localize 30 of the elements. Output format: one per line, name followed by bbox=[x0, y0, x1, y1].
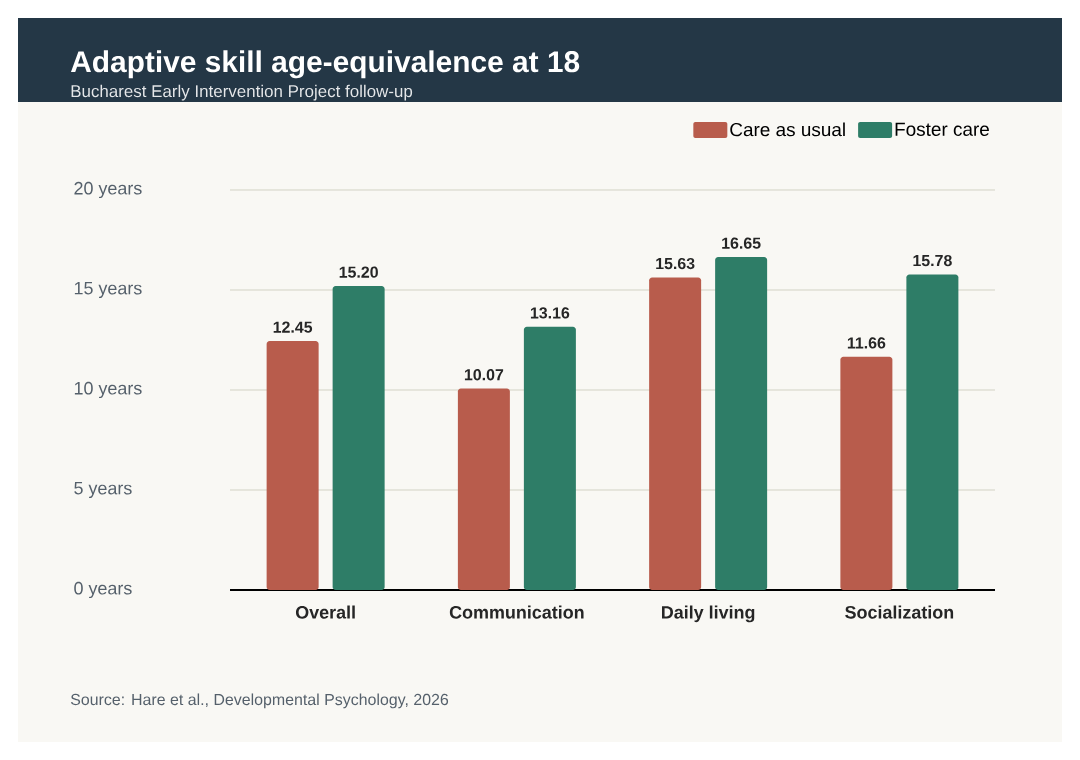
data-label: 10.07 bbox=[464, 369, 504, 381]
y-tick-label: 15 years bbox=[74, 281, 142, 299]
source-note: Source: Hare et al., Developmental Psychology, 2026 bbox=[70, 693, 449, 709]
bar bbox=[715, 256, 768, 590]
y-tick-label: 10 years bbox=[74, 381, 142, 399]
bar bbox=[457, 388, 510, 590]
legend-label: Foster care bbox=[895, 122, 989, 136]
bar bbox=[649, 277, 702, 590]
chart-subtitle: Bucharest Early Intervention Project follow-up bbox=[71, 84, 413, 101]
x-tick-label: Overall bbox=[295, 605, 355, 619]
chart-title: Adaptive skill age-equivalence at 18 bbox=[70, 50, 580, 79]
data-label: 15.78 bbox=[913, 254, 952, 267]
bar bbox=[332, 285, 385, 590]
data-label: 12.45 bbox=[273, 321, 313, 333]
data-label: 15.20 bbox=[339, 266, 378, 278]
x-tick-label: Communication bbox=[449, 605, 584, 619]
bar bbox=[266, 340, 319, 590]
y-tick-label: 0 years bbox=[74, 581, 132, 599]
x-tick-label: Daily living bbox=[662, 605, 755, 623]
bar bbox=[840, 356, 893, 590]
data-label: 13.16 bbox=[530, 307, 570, 319]
y-tick-label: 5 years bbox=[74, 481, 132, 499]
x-tick-label: Socialization bbox=[845, 605, 954, 619]
bar bbox=[906, 274, 959, 590]
legend-label: Care as usual bbox=[730, 122, 845, 137]
y-tick-label: 20 years bbox=[74, 181, 142, 199]
bar bbox=[523, 326, 576, 590]
data-label: 11.66 bbox=[847, 337, 886, 349]
data-label: 16.65 bbox=[722, 237, 761, 249]
data-label: 15.63 bbox=[656, 257, 695, 270]
